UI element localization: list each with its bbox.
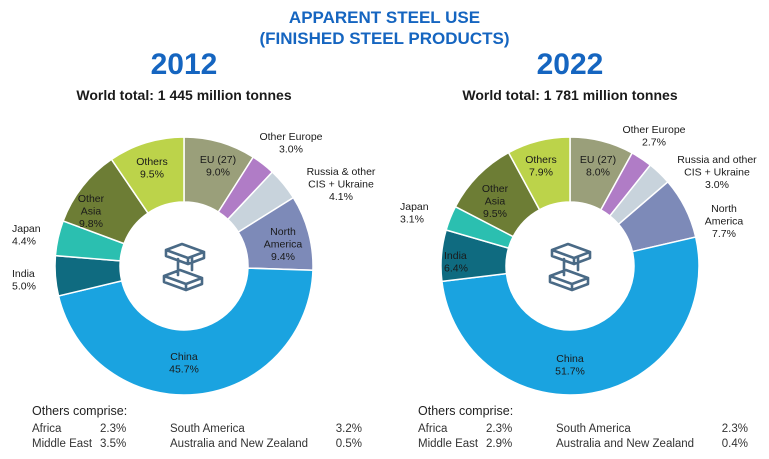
steel-beam-icon: [548, 242, 592, 292]
others-region: Middle East: [32, 438, 93, 450]
others-region: Australia and New Zealand: [556, 438, 695, 450]
slice-label: Russia and other CIS + Ukraine 3.0%: [677, 154, 757, 191]
others-region: Africa: [418, 423, 448, 435]
others-comprise-2022: Others comprise: Africa 2.3% South Ameri…: [418, 404, 748, 452]
others-value: 3.5%: [100, 438, 127, 450]
others-value: 3.2%: [335, 423, 362, 435]
others-value: 2.3%: [486, 423, 513, 435]
main-title-line2: (FINISHED STEEL PRODUCTS): [259, 29, 510, 48]
slice-others: [110, 136, 185, 215]
donut-chart-2012: EU (27) 9.0% Other Europe 3.0% Russia & othe…: [12, 131, 376, 396]
year-2022-title: 2022: [536, 48, 604, 81]
others-comprise-2012: Others comprise: Africa 2.3% South Ameri…: [32, 404, 362, 452]
others-value: 2.3%: [721, 423, 748, 435]
others-row: Middle East 2.9% Australia and New Zeala…: [418, 437, 748, 452]
slice-label: Japan 4.4%: [12, 223, 41, 248]
slice-label: EU (27) 8.0%: [580, 154, 616, 179]
slice-label: Others 9.5%: [136, 156, 168, 181]
slice-label: India 5.0%: [12, 268, 36, 293]
slice-label: Other Asia 9.5%: [482, 183, 509, 220]
world-total-2022: World total: 1 781 million tonnes: [462, 87, 678, 103]
others-value: 2.3%: [100, 423, 127, 435]
slice-label: China 51.7%: [555, 353, 585, 378]
others-comprise-heading: Others comprise:: [418, 404, 514, 418]
slice-label: China 45.7%: [169, 351, 199, 376]
slice-china: [441, 236, 700, 396]
slice-label: Russia & other CIS + Ukraine 4.1%: [307, 166, 376, 203]
steel-beam-icon: [162, 242, 206, 292]
others-value: 0.4%: [721, 438, 748, 450]
others-comprise-heading: Others comprise:: [32, 404, 128, 418]
others-value: 2.9%: [486, 438, 513, 450]
others-region: Australia and New Zealand: [170, 438, 309, 450]
others-row: Africa 2.3% South America 2.3%: [418, 422, 748, 437]
donut-chart-2022: EU (27) 8.0%Other Europe 2.7% Russia and ot…: [400, 124, 757, 396]
slice-label: Other Asia 9.8%: [78, 193, 105, 230]
slice-label: India 6.4%: [444, 250, 468, 275]
others-region: South America: [170, 423, 245, 435]
main-title-line1: APPARENT STEEL USE: [288, 8, 481, 27]
world-total-2012: World total: 1 445 million tonnes: [76, 87, 292, 103]
others-region: South America: [556, 423, 631, 435]
others-region: Africa: [32, 423, 62, 435]
slice-label: Other Europe 2.7%: [622, 124, 685, 149]
slice-label: Others 7.9%: [525, 154, 557, 179]
slice-label: Other Europe 3.0%: [259, 131, 322, 156]
slice-others: [507, 136, 571, 211]
year-2012-title: 2012: [150, 48, 218, 81]
others-region: Middle East: [418, 438, 479, 450]
slice-label: North America 7.7%: [705, 203, 744, 240]
slice-label: North America 9.4%: [264, 226, 303, 263]
others-value: 0.5%: [335, 438, 362, 450]
others-row: Middle East 3.5% Australia and New Zeala…: [32, 437, 362, 452]
others-row: Africa 2.3% South America 3.2%: [32, 422, 362, 437]
slice-china: [57, 267, 314, 396]
slice-label: Japan 3.1%: [400, 201, 429, 226]
slice-label: EU (27) 9.0%: [200, 154, 236, 179]
